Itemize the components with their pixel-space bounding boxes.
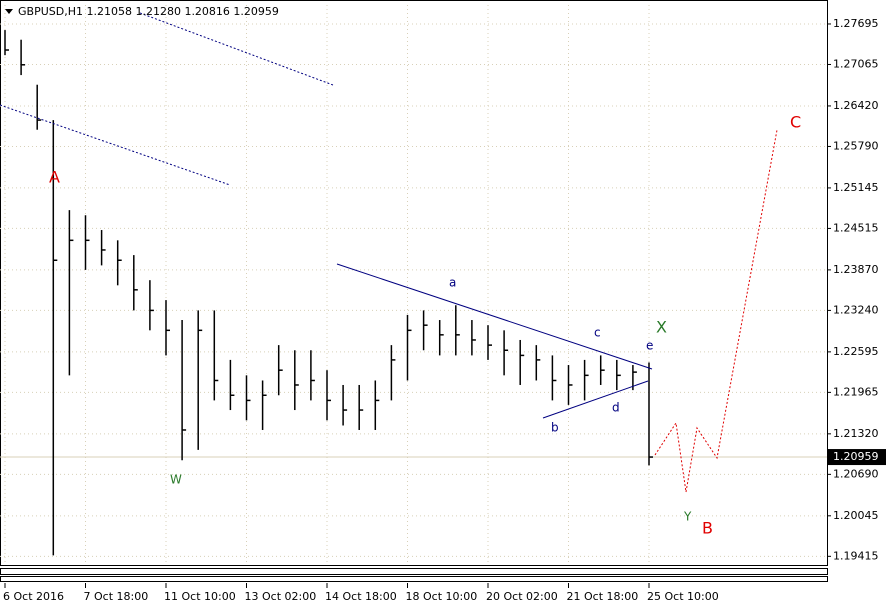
x-tick-label: 6 Oct 2016 bbox=[3, 590, 64, 603]
y-tick-label: 1.27695 bbox=[833, 17, 879, 30]
x-tick-label: 13 Oct 02:00 bbox=[245, 590, 317, 603]
wave-label: Y bbox=[683, 510, 692, 524]
y-tick-label: 1.26420 bbox=[833, 99, 879, 112]
wave-label: X bbox=[656, 318, 667, 337]
forecast-path bbox=[654, 129, 778, 493]
y-tick-label: 1.19415 bbox=[833, 549, 879, 562]
y-tick-label: 1.24515 bbox=[833, 221, 879, 234]
price-bars bbox=[4, 30, 653, 556]
plot-frame bbox=[0, 0, 828, 566]
scroll-panel bbox=[0, 576, 828, 582]
x-tick-label: 21 Oct 18:00 bbox=[567, 590, 639, 603]
y-tick-label: 1.27065 bbox=[833, 57, 879, 70]
last-price-label: 1.20959 bbox=[833, 450, 879, 463]
x-tick-label: 20 Oct 02:00 bbox=[486, 590, 558, 603]
channel-line bbox=[0, 104, 231, 186]
wave-label: C bbox=[790, 113, 801, 132]
scroll-panel bbox=[0, 568, 828, 575]
y-tick-label: 1.20690 bbox=[833, 467, 879, 480]
wave-label: B bbox=[702, 519, 713, 538]
trend-line bbox=[336, 263, 653, 370]
menu-arrow[interactable] bbox=[5, 9, 13, 14]
wave-label: e bbox=[646, 339, 653, 353]
y-tick-label: 1.20045 bbox=[833, 509, 879, 522]
x-tick-label: 25 Oct 10:00 bbox=[647, 590, 719, 603]
y-tick-label: 1.23240 bbox=[833, 303, 879, 316]
trend-line bbox=[542, 380, 649, 419]
y-tick-label: 1.22595 bbox=[833, 345, 879, 358]
wave-label: A bbox=[49, 168, 60, 187]
wave-label: b bbox=[551, 421, 559, 435]
last-price-box bbox=[827, 449, 886, 466]
grid bbox=[0, 5, 827, 565]
x-tick-label: 11 Oct 10:00 bbox=[164, 590, 236, 603]
symbol-header: GBPUSD,H1 1.21058 1.21280 1.20816 1.2095… bbox=[18, 5, 279, 18]
y-tick-label: 1.23870 bbox=[833, 263, 879, 276]
x-tick-label: 18 Oct 10:00 bbox=[406, 590, 478, 603]
wave-label: a bbox=[449, 276, 456, 290]
wave-label: c bbox=[594, 326, 601, 340]
wave-label: d bbox=[612, 401, 620, 415]
x-tick-label: 7 Oct 18:00 bbox=[84, 590, 149, 603]
y-tick-label: 1.21965 bbox=[833, 385, 879, 398]
y-tick-label: 1.21320 bbox=[833, 427, 879, 440]
x-tick-label: 14 Oct 18:00 bbox=[325, 590, 397, 603]
axes: 1.27695 1.27065 1.26420 1.25790 1.25145 1.245… bbox=[3, 17, 886, 603]
y-tick-label: 1.25790 bbox=[833, 139, 879, 152]
y-tick-label: 1.25145 bbox=[833, 181, 879, 194]
wave-label: W bbox=[170, 473, 182, 487]
